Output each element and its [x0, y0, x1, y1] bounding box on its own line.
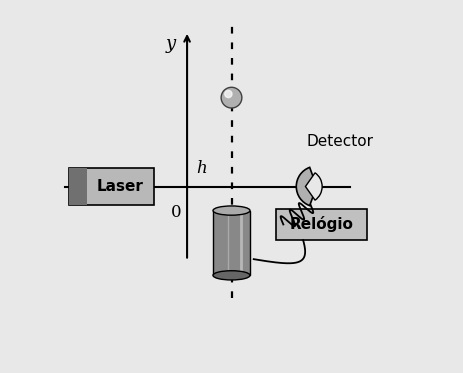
Circle shape: [221, 87, 242, 108]
Circle shape: [225, 90, 232, 98]
Wedge shape: [306, 173, 322, 200]
Text: Relógio: Relógio: [289, 216, 353, 232]
Text: Laser: Laser: [97, 179, 144, 194]
FancyBboxPatch shape: [276, 209, 367, 240]
FancyBboxPatch shape: [213, 211, 250, 275]
Ellipse shape: [213, 206, 250, 215]
Text: h: h: [196, 160, 207, 177]
Text: 0: 0: [171, 204, 181, 221]
FancyBboxPatch shape: [69, 168, 154, 205]
Text: Detector: Detector: [307, 135, 374, 150]
Wedge shape: [296, 167, 317, 206]
Ellipse shape: [213, 271, 250, 280]
FancyBboxPatch shape: [69, 168, 88, 205]
FancyBboxPatch shape: [69, 168, 88, 205]
Text: y: y: [166, 35, 176, 53]
